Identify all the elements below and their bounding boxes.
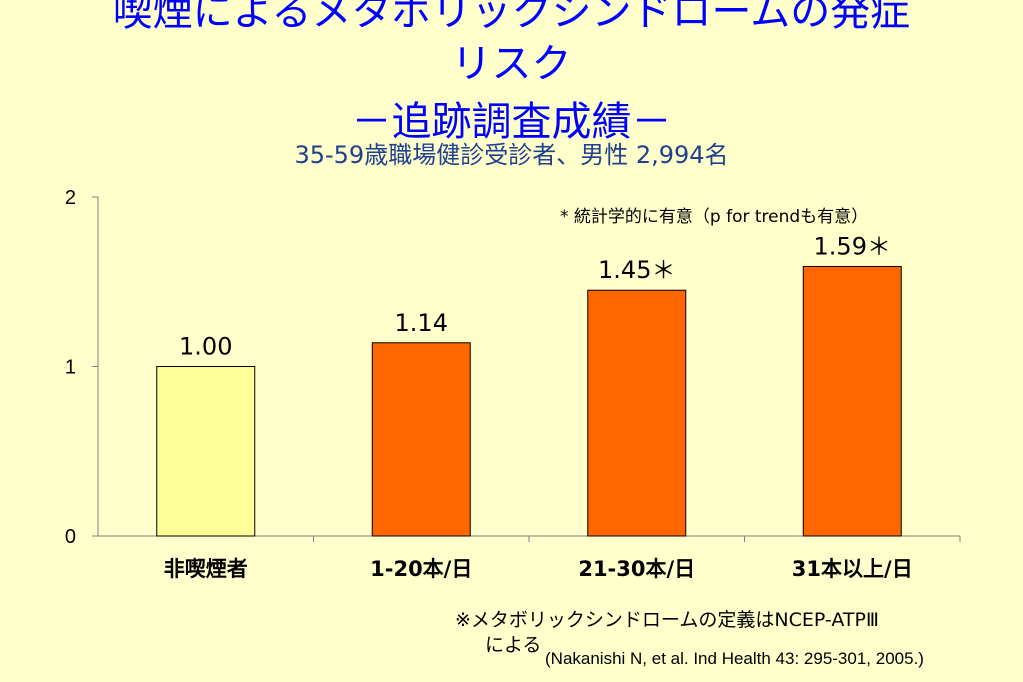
bar [587, 289, 687, 537]
data-label: 1.45＊ [598, 256, 675, 284]
y-tick-label: 0 [65, 526, 76, 548]
definition-note-line-1: ※メタボリックシンドロームの定義はNCEP-ATPⅢ [455, 609, 879, 631]
category-label: 非喫煙者 [164, 557, 248, 581]
definition-note-line-2: による [485, 634, 542, 656]
citation: (Nakanishi N, et al. Ind Health 43: 295-… [545, 649, 924, 668]
significance-note: * 統計学的に有意（p for trendも有意） [560, 207, 869, 227]
y-tick-label: 2 [65, 187, 76, 209]
data-label: 1.14 [395, 309, 448, 337]
category-label: 31本以上/日 [792, 557, 913, 581]
y-tick-label: 1 [65, 357, 76, 379]
chart-title-line-3: －追跡調査成績－ [351, 99, 672, 145]
bar [371, 342, 471, 537]
bar [156, 366, 256, 537]
chart-title-line-1: 喫煙によるメタボリックシンドロームの発症 [112, 0, 911, 35]
category-label: 21-30本/日 [578, 557, 695, 581]
data-label: 1.00 [179, 333, 232, 361]
bar [802, 265, 902, 537]
chart-subtitle: 35-59歳職場健診受診者、男性 2,994名 [294, 141, 729, 169]
chart-title-line-2: リスク [451, 41, 572, 87]
data-label: 1.59＊ [814, 232, 891, 260]
category-label: 1-20本/日 [370, 557, 472, 581]
